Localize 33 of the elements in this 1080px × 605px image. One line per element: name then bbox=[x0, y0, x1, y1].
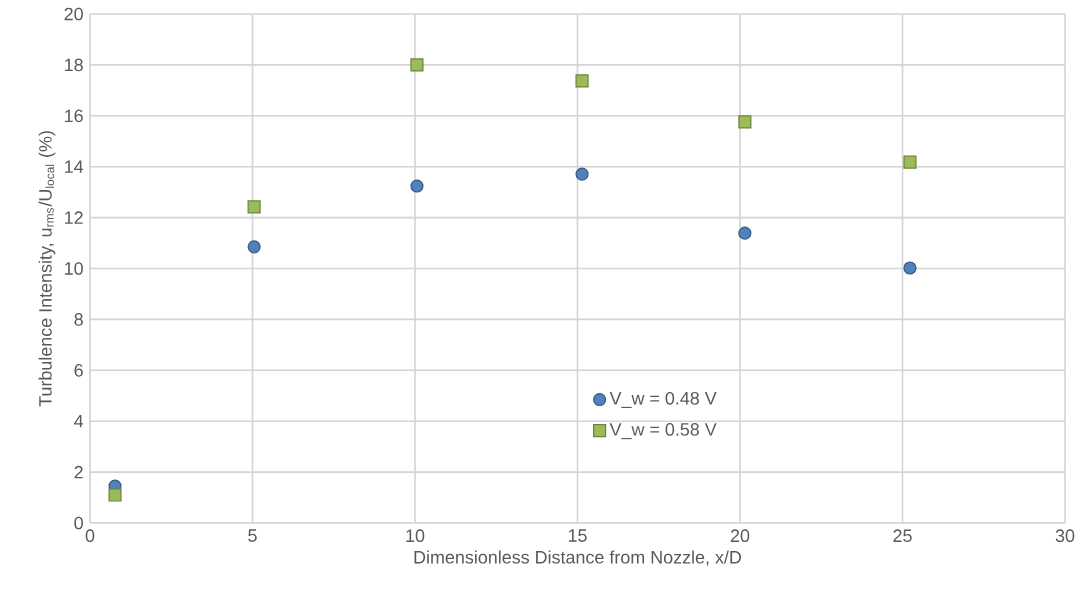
legend-label: V_w = 0.58 V bbox=[609, 423, 717, 440]
y-tick-label: 4 bbox=[74, 415, 84, 428]
point bbox=[410, 179, 424, 193]
y-tick-label: 2 bbox=[74, 465, 83, 479]
x-tick-label: 10 bbox=[406, 529, 425, 543]
x-tick-label: 30 bbox=[1055, 529, 1075, 543]
point bbox=[247, 200, 261, 214]
point bbox=[575, 167, 589, 181]
point bbox=[903, 261, 917, 275]
point bbox=[247, 240, 261, 254]
y-tick-label: 12 bbox=[65, 211, 83, 224]
y-tick-label: 18 bbox=[65, 58, 83, 72]
legend-label: V_w = 0.48 V bbox=[609, 391, 717, 408]
y-tick-label: 14 bbox=[65, 160, 84, 173]
point bbox=[903, 155, 917, 169]
y-tick-label: 0 bbox=[74, 516, 83, 530]
point bbox=[738, 115, 752, 129]
y-tick-label: 20 bbox=[64, 7, 83, 21]
point bbox=[575, 74, 589, 88]
y-axis-title: Turbulence Intensity, u$_{rms}$/U$_{local}$ (%) bbox=[38, 131, 56, 407]
x-tick-label: 0 bbox=[85, 529, 95, 543]
x-tick-label: 25 bbox=[893, 529, 912, 543]
y-tick-label: 16 bbox=[65, 109, 83, 123]
x-tick-label: 20 bbox=[730, 529, 750, 543]
point bbox=[108, 488, 122, 502]
point bbox=[738, 226, 752, 240]
x-tick-label: 5 bbox=[248, 529, 257, 542]
x-tick-label: 15 bbox=[568, 529, 587, 542]
y-tick-label: 10 bbox=[65, 262, 83, 275]
y-tick-label: 6 bbox=[74, 363, 83, 377]
x-axis-title: Dimensionless Distance from Nozzle, x/D bbox=[414, 550, 742, 566]
point bbox=[410, 58, 424, 72]
y-tick-label: 8 bbox=[74, 313, 83, 326]
